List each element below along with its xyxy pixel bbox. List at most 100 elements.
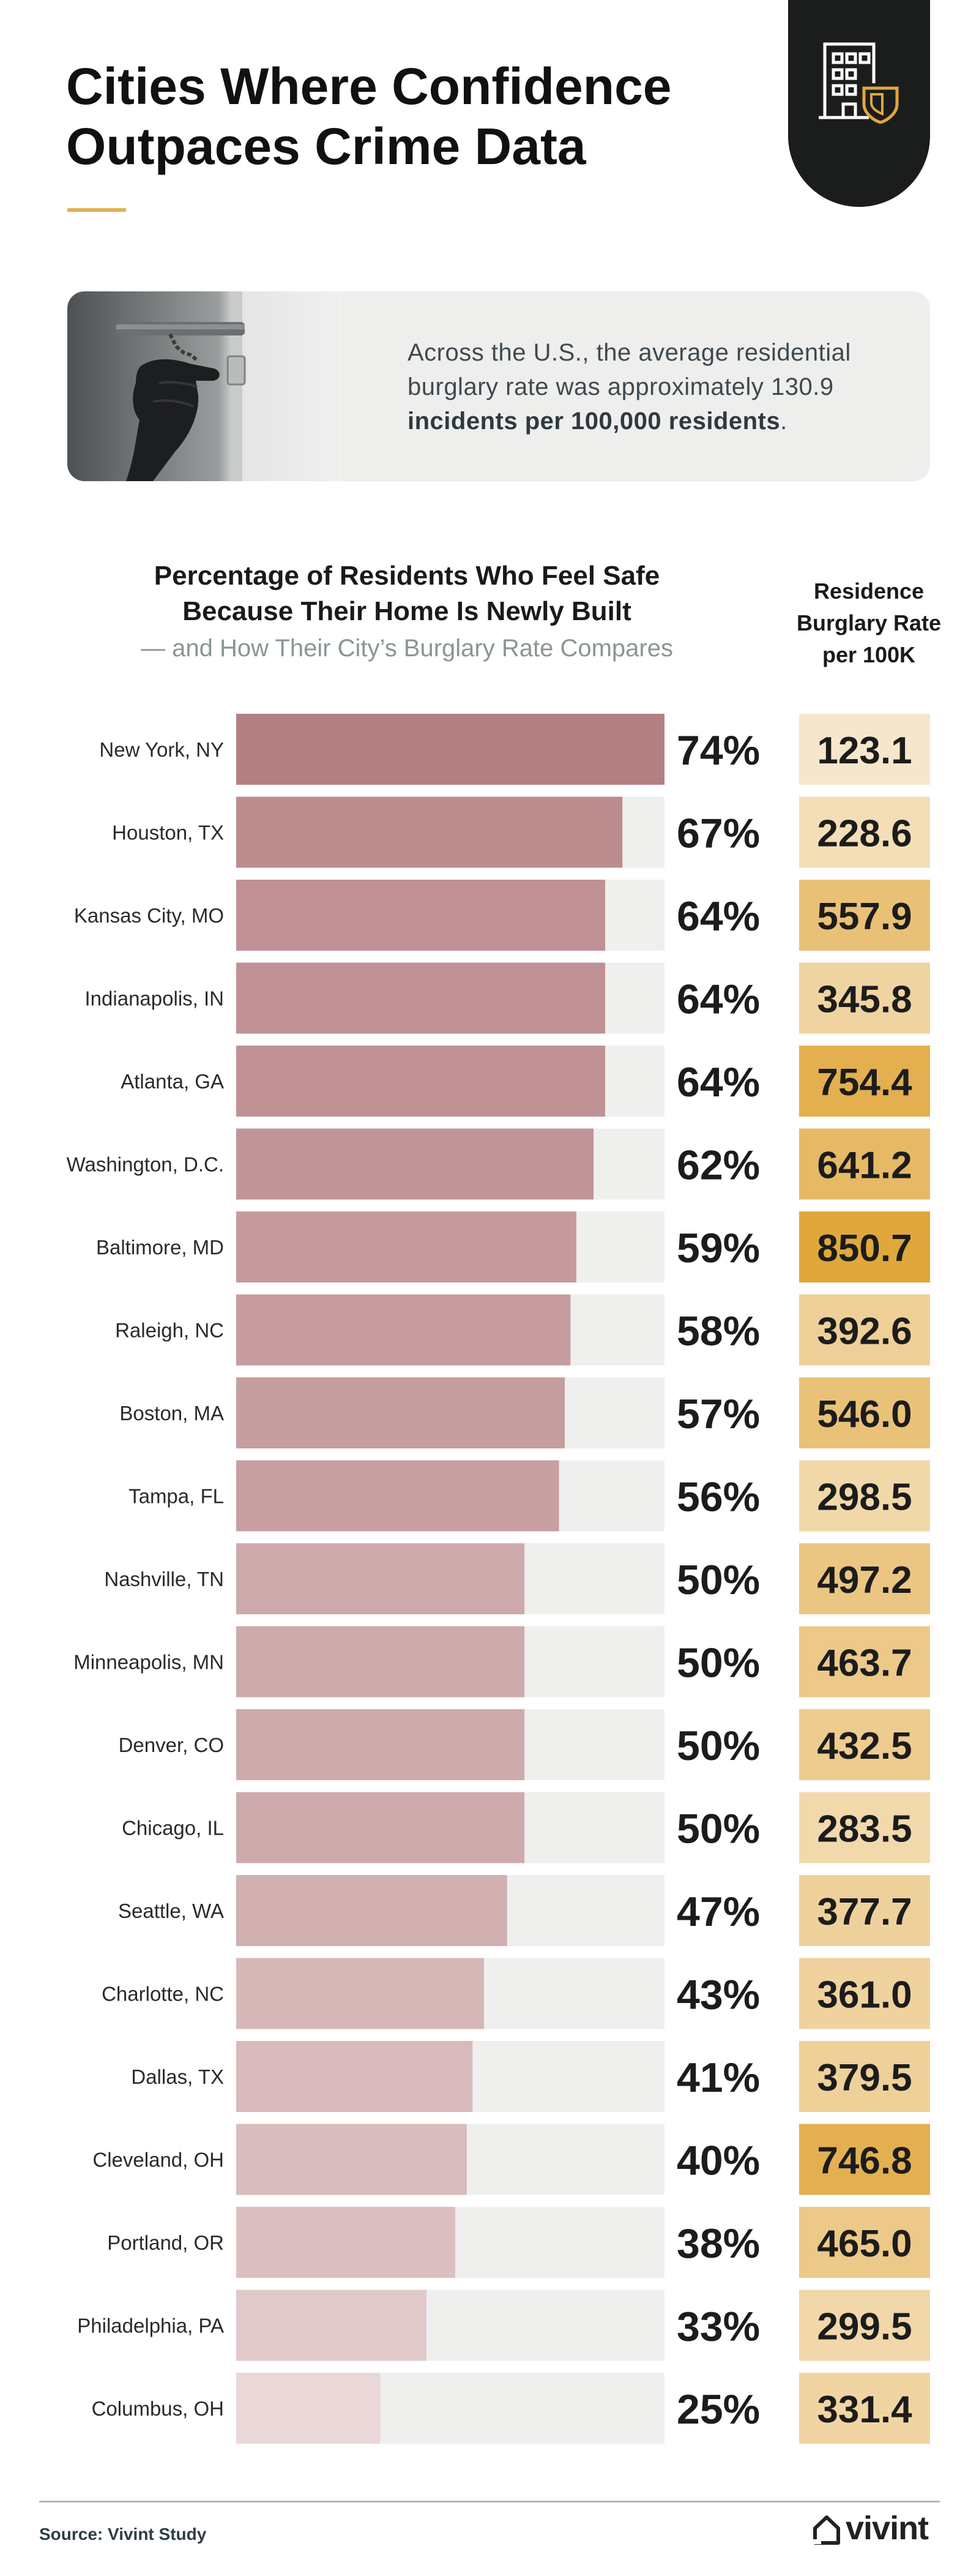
stat-text-end: . bbox=[780, 408, 787, 435]
rate-label: 546.0 bbox=[817, 1393, 912, 1436]
pct-label: 59% bbox=[677, 1225, 760, 1271]
category-label: Cleveland, OH bbox=[92, 2149, 224, 2171]
rate-label: 432.5 bbox=[817, 1725, 912, 1767]
category-label: Tampa, FL bbox=[128, 1485, 224, 1508]
rate-cell bbox=[799, 1709, 930, 1780]
pct-bar bbox=[236, 1543, 525, 1614]
pct-label: 50% bbox=[677, 1557, 760, 1603]
rate-label: 299.5 bbox=[817, 2306, 912, 2348]
pct-bar bbox=[236, 1626, 525, 1698]
pct-label: 64% bbox=[677, 893, 760, 940]
rate-cell bbox=[799, 1626, 930, 1698]
rate-cell bbox=[799, 714, 930, 785]
pct-bar bbox=[236, 1211, 576, 1282]
rate-label: 641.2 bbox=[817, 1145, 912, 1187]
pct-bar bbox=[236, 1875, 507, 1946]
rate-cell bbox=[799, 962, 930, 1034]
rate-label: 392.6 bbox=[817, 1311, 912, 1353]
pct-label: 64% bbox=[677, 976, 760, 1023]
vivint-house-icon bbox=[811, 2515, 840, 2545]
gloved-hand-door-chain-photo bbox=[67, 291, 343, 481]
pct-label: 38% bbox=[677, 2220, 760, 2267]
rate-cell bbox=[799, 2373, 930, 2444]
pct-bar bbox=[236, 1792, 525, 1863]
rate-cell bbox=[799, 2124, 930, 2195]
rate-label: 557.9 bbox=[817, 896, 912, 938]
chart-title: Percentage of Residents Who Feel Safe Be… bbox=[154, 561, 660, 626]
pct-bar bbox=[236, 1377, 565, 1448]
source-text: Source: Vivint Study bbox=[39, 2525, 206, 2544]
pct-label: 41% bbox=[677, 2054, 760, 2101]
footer-rule bbox=[39, 2501, 940, 2503]
category-label: Washington, D.C. bbox=[67, 1153, 224, 1176]
category-label: Denver, CO bbox=[119, 1734, 224, 1756]
category-label: Chicago, IL bbox=[122, 1817, 224, 1840]
stat-text-plain: Across the U.S., the average residential… bbox=[408, 339, 851, 400]
pct-bar bbox=[236, 796, 623, 868]
rate-cell bbox=[799, 1958, 930, 2029]
title-accent-rule bbox=[67, 208, 126, 212]
pct-bar bbox=[236, 1709, 525, 1780]
rate-cell bbox=[799, 1377, 930, 1448]
rate-label: 331.4 bbox=[817, 2389, 912, 2431]
source-label: Source: bbox=[39, 2525, 103, 2544]
pct-label: 25% bbox=[677, 2386, 760, 2433]
pct-label: 74% bbox=[677, 727, 760, 774]
category-label: Boston, MA bbox=[119, 1402, 224, 1425]
rate-column-title: Residence Burglary Rate per 100K bbox=[796, 578, 942, 667]
rate-cell bbox=[799, 1046, 930, 1117]
pct-label: 62% bbox=[677, 1142, 760, 1189]
pct-label: 50% bbox=[677, 1723, 760, 1769]
rate-label: 298.5 bbox=[817, 1477, 912, 1519]
pct-label: 47% bbox=[677, 1889, 760, 1935]
category-label: Charlotte, NC bbox=[102, 1983, 224, 2005]
category-label: Kansas City, MO bbox=[74, 904, 224, 927]
category-label: Houston, TX bbox=[112, 822, 224, 844]
pct-label: 40% bbox=[677, 2138, 760, 2184]
rate-label: 463.7 bbox=[817, 1642, 912, 1685]
category-label: Raleigh, NC bbox=[115, 1319, 224, 1342]
rate-cell bbox=[799, 1460, 930, 1532]
pct-bar bbox=[236, 962, 605, 1034]
pct-label: 33% bbox=[677, 2304, 760, 2350]
rate-label: 283.5 bbox=[817, 1808, 912, 1851]
rate-label: 497.2 bbox=[817, 1559, 912, 1601]
pct-bar bbox=[236, 2124, 467, 2195]
pct-bar bbox=[236, 1046, 605, 1117]
vivint-logo-text: vivint bbox=[846, 2510, 929, 2547]
rate-cell bbox=[799, 2041, 930, 2112]
header-badge bbox=[788, 0, 930, 207]
rate-label: 379.5 bbox=[817, 2057, 912, 2099]
rate-label: 361.0 bbox=[817, 1974, 912, 2016]
pct-bar bbox=[236, 880, 605, 951]
building-shield-icon bbox=[819, 42, 899, 124]
pct-label: 43% bbox=[677, 1972, 760, 2018]
category-label: Portland, OR bbox=[107, 2231, 224, 2254]
pct-label: 50% bbox=[677, 1806, 760, 1852]
rate-cell bbox=[799, 1875, 930, 1946]
rate-cell bbox=[799, 2290, 930, 2361]
category-label: Indianapolis, IN bbox=[85, 987, 224, 1010]
rate-cell bbox=[799, 2207, 930, 2278]
rate-label: 123.1 bbox=[817, 730, 912, 772]
category-label: New York, NY bbox=[99, 738, 224, 761]
pct-bar bbox=[236, 2041, 473, 2112]
rate-cell bbox=[799, 1211, 930, 1282]
category-label: Columbus, OH bbox=[92, 2397, 224, 2420]
stat-card: Across the U.S., the average residential… bbox=[67, 291, 930, 481]
chart-subtitle: — and How Their City’s Burglary Rate Com… bbox=[141, 635, 673, 662]
pct-label: 67% bbox=[677, 811, 760, 857]
category-label: Minneapolis, MN bbox=[73, 1651, 224, 1674]
pct-bar bbox=[236, 2373, 381, 2444]
rate-label: 754.4 bbox=[817, 1061, 912, 1104]
rate-cell bbox=[799, 796, 930, 868]
rate-cell bbox=[799, 1128, 930, 1200]
stat-text: Across the U.S., the average residential… bbox=[408, 335, 909, 438]
pct-label: 64% bbox=[677, 1059, 760, 1106]
pct-bar bbox=[236, 1294, 571, 1366]
pct-label: 57% bbox=[677, 1391, 760, 1437]
rate-cell bbox=[799, 1792, 930, 1863]
pct-bar bbox=[236, 1958, 485, 2029]
stat-text-bold: incidents per 100,000 residents bbox=[408, 408, 781, 435]
category-label: Dallas, TX bbox=[131, 2065, 224, 2088]
